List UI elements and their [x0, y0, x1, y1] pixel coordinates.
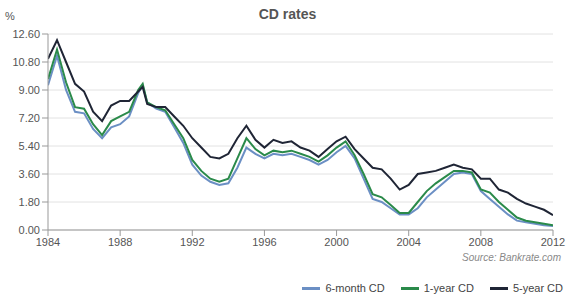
- html-text:Source: Bankrate.com: Source: Bankrate.com: [462, 252, 561, 263]
- html-text:CD rates: CD rates: [258, 6, 317, 22]
- svg-text:12.60: 12.60: [12, 28, 40, 40]
- svg-text:2004: 2004: [396, 236, 420, 248]
- svg-text:2000: 2000: [324, 236, 348, 248]
- html-text:5-year CD: 5-year CD: [512, 282, 563, 294]
- svg-text:1988: 1988: [108, 236, 132, 248]
- svg-text:2012: 2012: [541, 236, 565, 248]
- svg-text:10.80: 10.80: [12, 56, 40, 68]
- svg-text:9.00: 9.00: [19, 84, 40, 96]
- svg-text:5.40: 5.40: [19, 140, 40, 152]
- svg-text:1996: 1996: [252, 236, 276, 248]
- html-text:6-month CD: 6-month CD: [325, 282, 385, 294]
- svg-text:1.80: 1.80: [19, 196, 40, 208]
- svg-text:1992: 1992: [180, 236, 204, 248]
- svg-text:2008: 2008: [469, 236, 493, 248]
- svg-text:3.60: 3.60: [19, 168, 40, 180]
- svg-text:0.00: 0.00: [19, 224, 40, 236]
- svg-text:%: %: [8, 10, 15, 22]
- svg-text:7.20: 7.20: [19, 112, 40, 124]
- svg-text:1984: 1984: [36, 236, 60, 248]
- html-text:1-year CD: 1-year CD: [423, 282, 474, 294]
